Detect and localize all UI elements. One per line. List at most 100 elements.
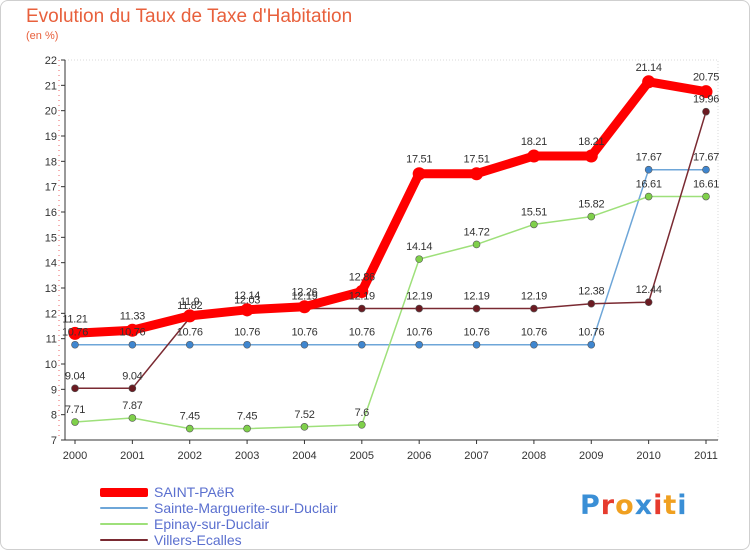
y-tick-label: 11	[46, 334, 57, 346]
logo-letter: x	[634, 490, 654, 521]
series-line	[74, 110, 707, 390]
data-point	[472, 340, 481, 349]
data-label: 11.21	[62, 313, 87, 325]
data-label: 18.21	[521, 136, 547, 148]
chart-unit: (en %)	[26, 30, 59, 42]
legend-swatch	[100, 487, 148, 497]
logo-letter: t	[663, 490, 678, 521]
data-point	[415, 340, 423, 349]
data-point	[128, 414, 137, 422]
data-label: 15.51	[521, 206, 547, 218]
data-point	[699, 85, 713, 99]
logo-letter: P	[580, 490, 601, 521]
y-tick-label: 17	[45, 182, 57, 194]
data-point	[642, 75, 656, 89]
y-tick-label: 14	[45, 258, 57, 270]
data-label: 10.76	[62, 327, 88, 339]
y-tick-label: 19	[45, 131, 57, 143]
data-label: 12.44	[636, 284, 662, 296]
x-tick-label: 2009	[579, 450, 603, 462]
legend-swatch	[100, 539, 148, 541]
data-point	[530, 304, 538, 313]
data-point	[587, 212, 596, 221]
data-point	[530, 220, 538, 229]
data-point	[355, 285, 369, 299]
y-tick-label: 16	[45, 207, 57, 219]
chart-data-labels: 11.21 11.33 11.9 12.14 12.26 12.86 17.51 17.51 1…	[62, 62, 720, 423]
x-tick-label: 2000	[63, 450, 87, 462]
data-label: 10.76	[349, 327, 375, 339]
y-tick-label: 13	[45, 283, 57, 295]
legend-swatch	[100, 523, 148, 525]
data-label: 10.76	[177, 327, 203, 339]
data-point	[702, 192, 710, 201]
data-label: 9.04	[65, 370, 85, 382]
data-label: 18.21	[578, 136, 604, 148]
data-label: 10.76	[464, 327, 490, 339]
legend-item: Epinay-sur-Duclair	[100, 516, 420, 532]
legend-swatch	[100, 507, 148, 509]
data-point	[297, 300, 311, 314]
data-label: 10.76	[291, 327, 317, 339]
data-label: 12.19	[464, 291, 490, 303]
data-label: 7.87	[122, 400, 142, 412]
data-point	[71, 384, 79, 393]
legend-label: Sainte-Marguerite-sur-Duclair	[154, 500, 338, 516]
data-point	[358, 420, 366, 429]
data-point	[358, 304, 366, 313]
data-label: 17.67	[693, 152, 719, 164]
data-point	[644, 192, 653, 201]
logo-letter: o	[615, 490, 635, 521]
chart-title: Evolution du Taux de Taxe d'Habitation	[26, 6, 353, 27]
data-label: 14.72	[464, 226, 490, 238]
series-line	[74, 195, 707, 430]
data-point	[412, 167, 426, 181]
data-point	[185, 340, 194, 349]
data-label: 10.76	[521, 327, 547, 339]
y-tick-label: 21	[45, 80, 57, 92]
y-tick-label: 7	[51, 435, 57, 447]
x-tick-label: 2004	[292, 450, 316, 462]
data-label: 12.19	[521, 291, 547, 303]
data-label: 11.33	[120, 310, 145, 322]
data-point	[702, 107, 710, 116]
data-label: 12.86	[349, 272, 375, 284]
data-point	[472, 304, 481, 313]
series-3	[71, 107, 710, 393]
legend-label: Villers-Ecalles	[154, 532, 242, 548]
data-point	[472, 240, 481, 249]
data-point	[530, 340, 538, 349]
data-point	[243, 424, 251, 433]
data-point	[240, 303, 254, 317]
data-label: 16.61	[693, 179, 719, 191]
data-label: 10.76	[234, 327, 260, 339]
chart-legend: SAINT-PAëR Sainte-Marguerite-sur-Duclair E…	[100, 484, 420, 548]
data-point	[415, 255, 423, 263]
data-label: 17.51	[406, 154, 432, 166]
data-label: 12.38	[578, 286, 604, 298]
data-label: 7.71	[65, 404, 85, 416]
data-point	[128, 384, 137, 393]
legend-label: SAINT-PAëR	[154, 484, 235, 500]
series-2	[71, 192, 710, 433]
y-tick-label: 20	[45, 106, 57, 118]
data-label: 12.14	[234, 290, 260, 302]
data-point	[358, 340, 366, 349]
data-label: 9.04	[122, 370, 142, 382]
data-point	[183, 309, 197, 323]
data-label: 10.76	[578, 327, 604, 339]
data-label: 7.45	[237, 411, 257, 423]
y-tick-label: 8	[51, 410, 57, 422]
x-tick-label: 2011	[694, 450, 718, 462]
data-point	[68, 326, 82, 340]
data-point	[71, 340, 79, 349]
x-tick-label: 2008	[522, 450, 546, 462]
series-0	[68, 75, 713, 340]
y-tick-label: 9	[51, 384, 57, 396]
x-tick-label: 2001	[120, 450, 144, 462]
y-tick-label: 22	[45, 55, 57, 67]
data-label: 10.76	[119, 327, 145, 339]
data-label: 12.19	[291, 291, 317, 303]
